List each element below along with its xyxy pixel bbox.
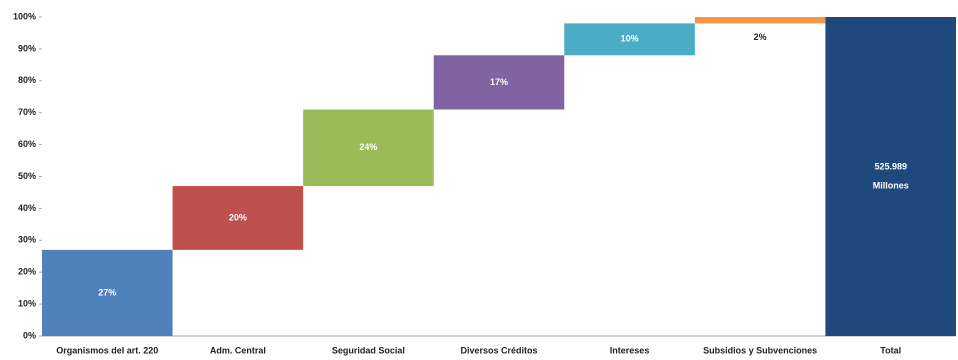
value-label: 10% [621, 34, 639, 44]
value-label: 27% [98, 287, 116, 297]
bar [564, 23, 695, 56]
bar [303, 109, 434, 187]
y-tick-label: 10% [18, 298, 36, 308]
y-tick-label: 30% [18, 235, 36, 245]
bar [433, 55, 565, 110]
total-label: Millones [873, 180, 909, 190]
y-tick-label: 90% [18, 43, 36, 53]
bar [42, 249, 173, 336]
value-label: 20% [229, 212, 247, 222]
y-tick-label: 100% [13, 11, 36, 21]
total-bar [825, 17, 956, 336]
value-label: 2% [754, 32, 767, 42]
total-label: 525.989 [874, 161, 907, 171]
value-label: 24% [359, 142, 377, 152]
x-tick-label: Diversos Créditos [460, 345, 537, 355]
y-tick-label: 60% [18, 139, 36, 149]
bar [172, 186, 304, 250]
y-tick-label: 80% [18, 75, 36, 85]
y-tick-label: 20% [18, 267, 36, 277]
y-tick-label: 40% [18, 203, 36, 213]
y-tick-label: 50% [18, 171, 36, 181]
y-tick-label: 0% [23, 330, 36, 340]
x-tick-label: Subsidios y Subvenciones [703, 345, 817, 355]
value-label: 17% [490, 77, 508, 87]
bar [694, 17, 826, 24]
x-tick-label: Total [880, 345, 901, 355]
x-tick-label: Organismos del art. 220 [56, 345, 158, 355]
x-tick-label: Intereses [610, 345, 650, 355]
x-tick-label: Adm. Central [210, 345, 266, 355]
y-tick-label: 70% [18, 107, 36, 117]
x-tick-label: Seguridad Social [332, 345, 405, 355]
